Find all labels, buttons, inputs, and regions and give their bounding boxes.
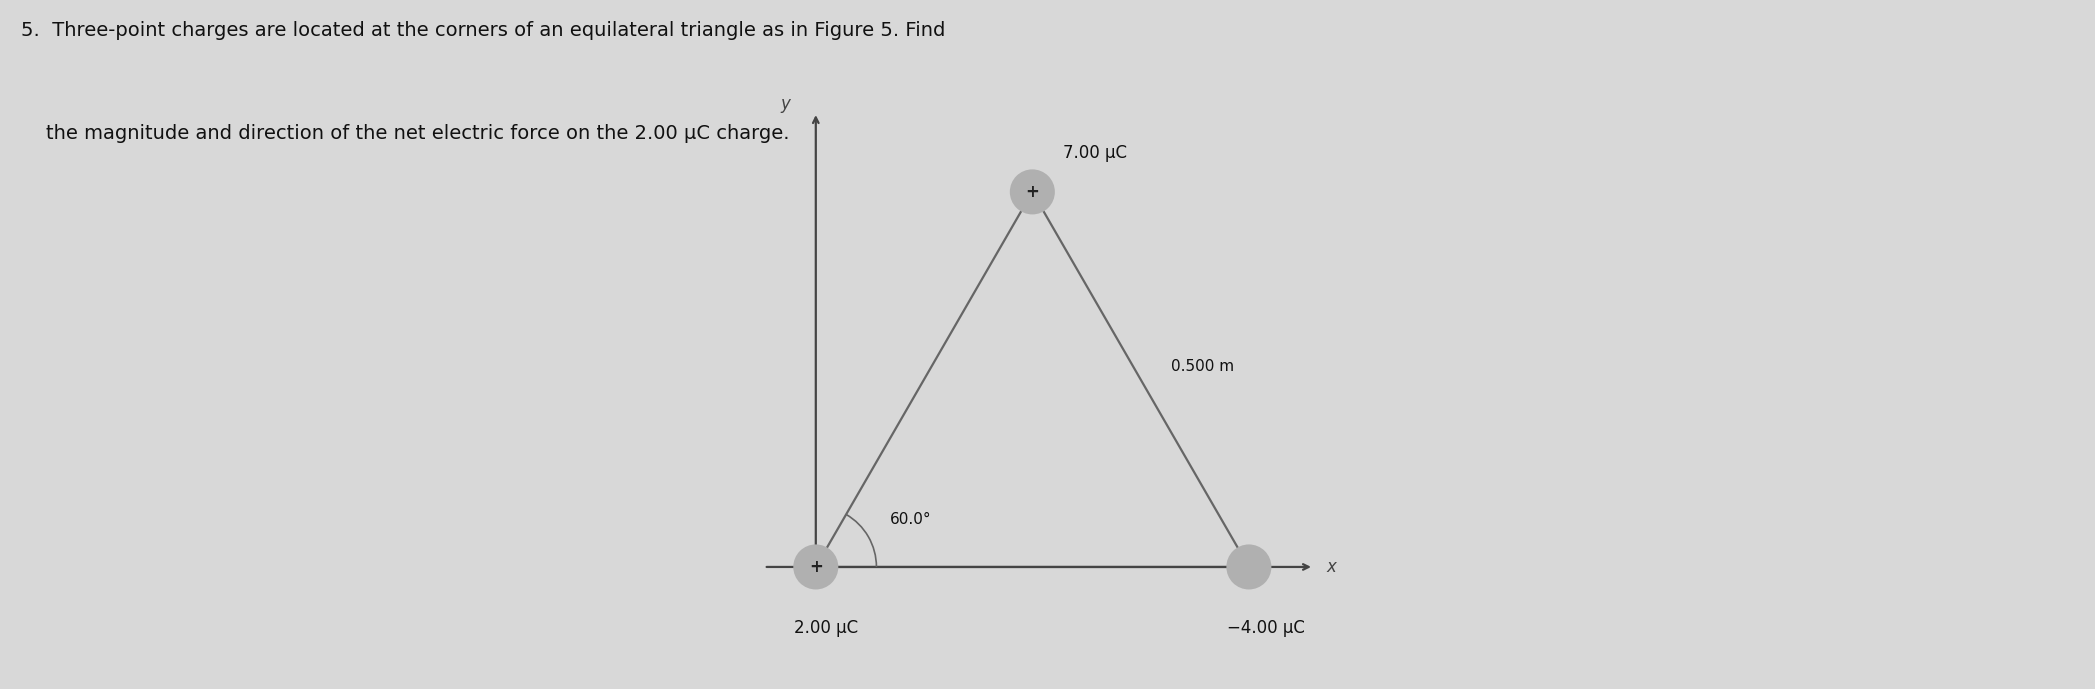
Text: 7.00 μC: 7.00 μC: [1062, 143, 1127, 162]
Text: x: x: [1326, 558, 1337, 576]
Text: the magnitude and direction of the net electric force on the 2.00 μC charge.: the magnitude and direction of the net e…: [21, 124, 790, 143]
Text: −4.00 μC: −4.00 μC: [1228, 619, 1305, 637]
Text: +: +: [809, 558, 823, 576]
Text: +: +: [1024, 183, 1039, 201]
Text: 5.  Three-point charges are located at the corners of an equilateral triangle as: 5. Three-point charges are located at th…: [21, 21, 945, 40]
Text: 60.0°: 60.0°: [890, 512, 930, 527]
Circle shape: [794, 544, 838, 590]
Circle shape: [1226, 544, 1272, 590]
Text: 2.00 μC: 2.00 μC: [794, 619, 859, 637]
Circle shape: [1010, 169, 1056, 214]
Text: y: y: [781, 94, 790, 112]
Text: 0.500 m: 0.500 m: [1171, 359, 1234, 374]
